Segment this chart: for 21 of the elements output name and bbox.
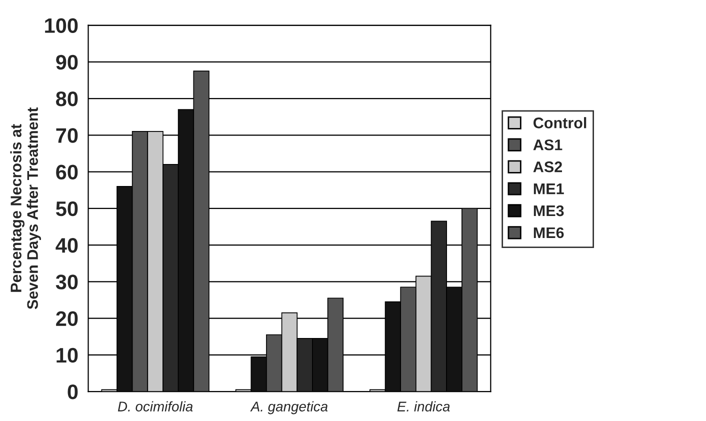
y-tick-label: 60 <box>56 164 78 180</box>
legend-label: AS2 <box>533 161 562 172</box>
y-tick-label: 30 <box>56 274 78 290</box>
x-tick-label: E. indica <box>397 401 450 412</box>
y-tick-label: 80 <box>56 92 78 106</box>
y-tick-label: 20 <box>56 311 78 326</box>
y-tick-label: 90 <box>56 54 78 70</box>
y-tick-label: 50 <box>56 201 78 216</box>
legend-label: ME1 <box>534 184 564 194</box>
x-tick-label: A. gangetica <box>250 401 328 414</box>
y-axis-title: Percentage Necrosis at Seven Days After Treatment <box>10 107 41 310</box>
legend-label: Control <box>534 117 586 128</box>
x-tick-label: D. ocimifolia <box>118 401 193 412</box>
legend-label: AS1 <box>533 139 562 150</box>
y-tick-label: 0 <box>68 384 78 400</box>
y-tick-label: 10 <box>56 348 78 363</box>
y-tick-label: 70 <box>56 128 78 143</box>
legend-label: ME6 <box>534 227 564 238</box>
legend-label: ME3 <box>534 205 564 216</box>
y-tick-label: 40 <box>56 238 78 253</box>
y-tick-label: 100 <box>45 18 78 34</box>
